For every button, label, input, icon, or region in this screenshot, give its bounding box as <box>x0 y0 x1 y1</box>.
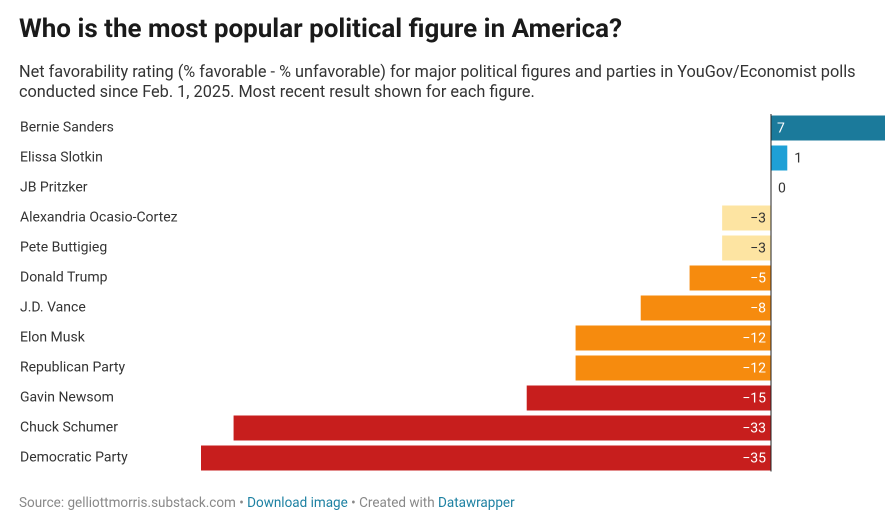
y-tick-label: Donald Trump <box>20 270 108 286</box>
value-label: −12 <box>742 331 766 347</box>
credit-link[interactable]: Datawrapper <box>438 495 515 511</box>
bar <box>640 295 771 321</box>
footer: Source: gelliottmorris.substack.com • Do… <box>19 495 515 511</box>
value-label: −15 <box>742 391 766 407</box>
value-label: −3 <box>750 241 766 257</box>
value-label: −8 <box>750 301 766 317</box>
bar <box>689 265 771 291</box>
value-label: 0 <box>778 181 786 197</box>
y-tick-label: Gavin Newsom <box>20 390 114 406</box>
y-tick-label: Bernie Sanders <box>20 120 114 136</box>
y-tick-label: Pete Buttigieg <box>20 240 107 256</box>
separator: • <box>239 495 244 511</box>
bar <box>771 145 788 171</box>
bar <box>722 205 771 231</box>
separator: • <box>351 495 356 511</box>
y-tick-label: J.D. Vance <box>20 300 86 316</box>
value-label: −3 <box>750 211 766 227</box>
value-label: −33 <box>742 421 766 437</box>
bar <box>575 355 771 381</box>
chart: Bernie Sanders 7 Elissa Slotkin 1 JB Pritzke… <box>20 114 885 472</box>
source: Source: gelliottmorris.substack.com <box>19 495 236 511</box>
y-tick-label: Democratic Party <box>20 450 128 466</box>
y-tick-label: Alexandria Ocasio-Cortez <box>20 210 178 226</box>
value-label: −12 <box>742 361 766 377</box>
bar <box>575 325 771 351</box>
bar <box>722 235 771 261</box>
value-label: 1 <box>794 151 802 167</box>
y-tick-label: Chuck Schumer <box>20 420 118 436</box>
download-link[interactable]: Download image <box>247 495 348 511</box>
value-label: −5 <box>750 271 766 287</box>
bar <box>526 385 771 411</box>
credit: Created with <box>359 495 435 511</box>
chart-title: Who is the most popular political figure… <box>19 14 623 44</box>
bar <box>201 445 771 471</box>
y-tick-label: Republican Party <box>20 360 125 376</box>
y-tick-label: Elissa Slotkin <box>20 150 103 166</box>
bar <box>771 115 885 141</box>
y-tick-label: Elon Musk <box>20 330 86 346</box>
y-tick-label: JB Pritzker <box>20 180 88 196</box>
value-label: 7 <box>777 121 785 137</box>
value-label: −35 <box>742 451 766 467</box>
chart-subtitle: Net favorability rating (% favorable - %… <box>19 62 856 101</box>
bar <box>233 415 772 441</box>
